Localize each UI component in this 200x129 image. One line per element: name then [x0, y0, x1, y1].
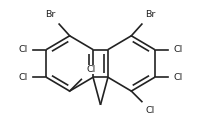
Text: Cl: Cl — [145, 106, 154, 115]
Text: Cl: Cl — [173, 73, 182, 82]
Text: Cl: Cl — [173, 45, 182, 54]
Text: Cl: Cl — [86, 65, 95, 74]
Text: Br: Br — [145, 10, 155, 19]
Text: Cl: Cl — [18, 73, 27, 82]
Text: Cl: Cl — [18, 45, 27, 54]
Text: Br: Br — [45, 10, 55, 19]
